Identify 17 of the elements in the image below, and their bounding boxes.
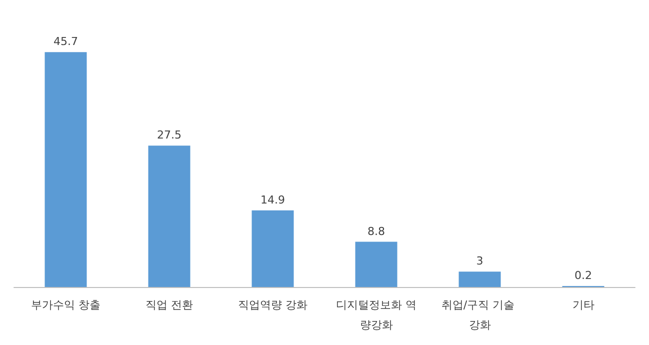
bar: [148, 146, 190, 287]
bar: [355, 242, 398, 287]
x-tick-label: 기타: [572, 298, 594, 312]
data-label: 14.9: [260, 193, 285, 206]
data-label: 3: [476, 254, 484, 268]
data-label: 27.5: [157, 128, 182, 142]
x-tick-label: 부가수익 창출: [31, 298, 100, 312]
bar: [252, 210, 294, 287]
data-label: 45.7: [54, 35, 78, 48]
data-label: 8.8: [368, 224, 385, 238]
bar: [44, 52, 87, 287]
x-tick-label: 직업 전환: [146, 298, 193, 312]
x-tick-label: 디지털정보화 역량강화: [336, 298, 416, 332]
bar: [458, 272, 501, 287]
data-label: 0.2: [574, 268, 592, 282]
x-tick-label: 직업역량 강화: [238, 298, 308, 312]
x-tick-label: 취업/구직 기술 강화: [441, 298, 518, 332]
